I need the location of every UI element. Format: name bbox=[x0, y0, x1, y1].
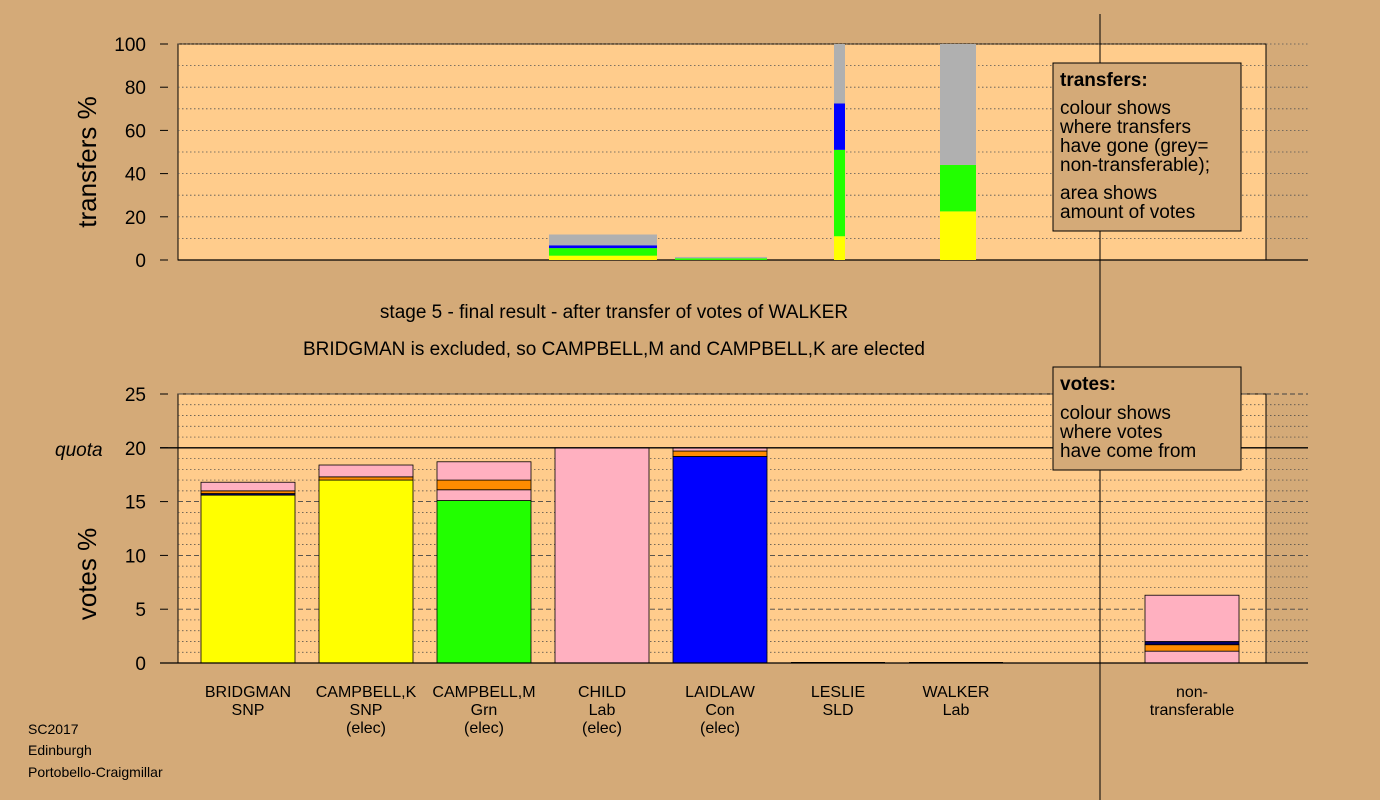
transfer-segment bbox=[940, 44, 976, 165]
y-tick-label: 100 bbox=[114, 35, 146, 56]
candidate-name: BRIDGMAN bbox=[205, 684, 291, 701]
y-tick-label: 80 bbox=[125, 78, 146, 99]
votes-legend-box bbox=[1052, 366, 1242, 471]
candidate-name: LESLIE bbox=[811, 684, 865, 701]
transfer-segment bbox=[549, 255, 657, 260]
candidate-name: WALKER bbox=[923, 684, 990, 701]
vote-segment bbox=[554, 447, 650, 664]
candidate-party: SLD bbox=[822, 702, 853, 719]
candidate-status: (elec) bbox=[582, 720, 622, 737]
vote-segment bbox=[1144, 650, 1240, 664]
footer-council: Edinburgh bbox=[28, 742, 92, 758]
transfer-segment bbox=[834, 44, 845, 104]
transfers-legend-title: transfers: bbox=[1060, 70, 1148, 91]
transfer-segment bbox=[834, 103, 845, 150]
vote-segment bbox=[318, 464, 414, 478]
y-tick-label: 15 bbox=[125, 493, 146, 514]
result-title: BRIDGMAN is excluded, so CAMPBELL,M and … bbox=[303, 339, 925, 360]
votes-legend-line: where votes bbox=[1059, 422, 1162, 443]
candidate-name: non- bbox=[1176, 684, 1208, 701]
transfer-segment bbox=[549, 248, 657, 256]
transfers-legend-box bbox=[1052, 62, 1242, 232]
transfer-segment bbox=[549, 234, 657, 246]
transfer-segment bbox=[834, 149, 845, 237]
votes-legend-line: colour shows bbox=[1060, 403, 1171, 424]
transfers-legend-line: have gone (grey= bbox=[1060, 136, 1208, 157]
votes-legend: votes: colour shows where votes have com… bbox=[1052, 366, 1242, 471]
quota-label: quota bbox=[55, 440, 103, 461]
vote-segment bbox=[200, 490, 296, 494]
vote-segment bbox=[672, 450, 768, 457]
transfers-legend: transfers: colour shows where transfers … bbox=[1052, 62, 1242, 232]
footer-election: SC2017 bbox=[28, 721, 79, 737]
transfer-segment bbox=[675, 258, 767, 260]
vote-segment bbox=[318, 476, 414, 481]
candidate-party: SNP bbox=[350, 702, 383, 719]
y-tick-label: 25 bbox=[125, 385, 146, 406]
candidate-party: Grn bbox=[471, 702, 498, 719]
candidate-name: CHILD bbox=[578, 684, 626, 701]
y-tick-label: 20 bbox=[125, 439, 146, 460]
y-tick-label: 40 bbox=[125, 165, 146, 186]
y-tick-label: 0 bbox=[135, 251, 146, 272]
transfer-segment bbox=[940, 211, 976, 260]
vote-segment bbox=[1144, 641, 1240, 646]
candidate-name: CAMPBELL,M bbox=[432, 684, 535, 701]
transfers-legend-line: colour shows bbox=[1060, 98, 1171, 119]
transfers-y-axis-label: transfers % bbox=[72, 96, 102, 228]
candidate-status: (elec) bbox=[700, 720, 740, 737]
votes-y-ticks: 0 5 10 15 20 25 bbox=[125, 385, 168, 675]
candidate-name: LAIDLAW bbox=[685, 684, 756, 701]
transfer-segment bbox=[549, 245, 657, 249]
candidate-name: CAMPBELL,K bbox=[316, 684, 417, 701]
transfers-bars bbox=[549, 44, 976, 260]
y-tick-label: 60 bbox=[125, 121, 146, 142]
transfer-segment bbox=[675, 256, 767, 259]
y-tick-label: 20 bbox=[125, 208, 146, 229]
votes-legend-line: have come from bbox=[1060, 441, 1196, 462]
vote-segment bbox=[318, 479, 414, 664]
vote-segment bbox=[1144, 644, 1240, 652]
transfers-legend-line: amount of votes bbox=[1060, 202, 1195, 223]
transfers-grid bbox=[178, 43, 1308, 261]
transfers-legend-line: where transfers bbox=[1059, 117, 1191, 138]
candidate-party: SNP bbox=[232, 702, 265, 719]
vote-segment bbox=[436, 479, 532, 491]
vote-segment bbox=[1144, 594, 1240, 642]
candidate-status: (elec) bbox=[464, 720, 504, 737]
votes-legend-title: votes: bbox=[1060, 374, 1116, 395]
vote-segment bbox=[200, 494, 296, 664]
vote-segment bbox=[672, 456, 768, 664]
votes-y-axis-label: votes % bbox=[72, 528, 102, 621]
vote-segment bbox=[436, 500, 532, 664]
transfer-segment bbox=[940, 164, 976, 212]
votes-bars bbox=[200, 447, 1240, 664]
candidate-party: transferable bbox=[1150, 702, 1235, 719]
transfers-legend-line: area shows bbox=[1060, 183, 1157, 204]
vote-segment bbox=[436, 461, 532, 481]
candidate-party: Con bbox=[705, 702, 734, 719]
transfer-segment bbox=[834, 236, 845, 260]
y-tick-label: 5 bbox=[135, 600, 146, 621]
transfers-legend-line: non-transferable); bbox=[1060, 155, 1210, 176]
transfers-y-ticks: 0 20 40 60 80 100 bbox=[114, 35, 168, 272]
vote-segment bbox=[200, 481, 296, 492]
y-tick-label: 0 bbox=[135, 654, 146, 675]
footer-ward: Portobello-Craigmillar bbox=[28, 764, 163, 780]
candidate-status: (elec) bbox=[346, 720, 386, 737]
candidate-party: Lab bbox=[943, 702, 970, 719]
candidate-party: Lab bbox=[589, 702, 616, 719]
vote-segment bbox=[436, 489, 532, 501]
stage-title: stage 5 - final result - after transfer … bbox=[380, 302, 848, 323]
y-tick-label: 10 bbox=[125, 546, 146, 567]
candidate-labels: BRIDGMANSNPCAMPBELL,KSNP(elec)CAMPBELL,M… bbox=[205, 684, 1234, 737]
